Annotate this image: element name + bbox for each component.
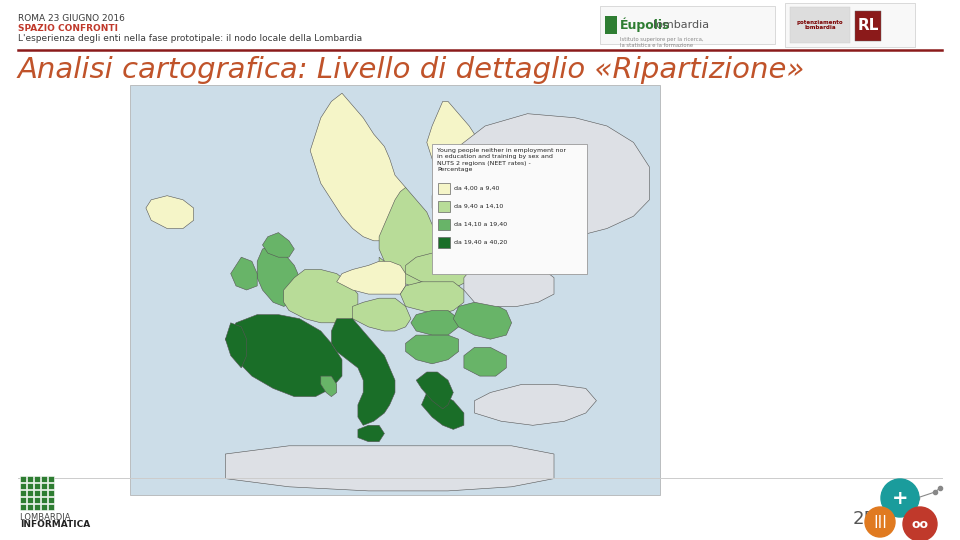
Bar [34,490,40,496]
Polygon shape [331,319,395,426]
Bar [41,497,47,503]
Bar [27,504,33,510]
Bar [432,144,588,274]
Bar [438,237,450,248]
Text: da 19,40 a 40,20: da 19,40 a 40,20 [454,240,507,245]
Bar [48,504,54,510]
Text: ROMA 23 GIUGNO 2016: ROMA 23 GIUGNO 2016 [18,14,125,23]
Polygon shape [406,253,474,286]
Bar [27,483,33,489]
Polygon shape [226,315,342,396]
Circle shape [881,479,919,517]
Text: SPAZIO CONFRONTI: SPAZIO CONFRONTI [18,24,118,33]
Bar [20,483,26,489]
Text: 25: 25 [852,510,876,528]
Polygon shape [474,384,596,426]
Bar [20,490,26,496]
Text: |||: ||| [873,516,887,529]
Bar [41,483,47,489]
Bar [20,497,26,503]
Bar [34,504,40,510]
Polygon shape [411,310,459,335]
Bar [438,219,450,230]
Polygon shape [226,446,554,491]
Bar [785,3,915,47]
Polygon shape [146,195,194,228]
Circle shape [865,507,895,537]
Polygon shape [400,282,464,315]
Text: Istituto superiore per la ricerca,
la statistica e la formazione: Istituto superiore per la ricerca, la st… [620,37,704,48]
Bar [41,504,47,510]
Bar [605,16,617,34]
Circle shape [903,507,937,540]
Polygon shape [352,298,411,331]
Polygon shape [464,233,516,261]
Bar [27,497,33,503]
Bar [130,85,660,495]
Polygon shape [262,233,295,257]
Text: +: + [892,489,908,508]
Bar [41,476,47,482]
Polygon shape [448,114,649,237]
Polygon shape [464,347,506,376]
Bar [34,476,40,482]
Polygon shape [337,261,406,294]
Bar [41,490,47,496]
Bar [20,476,26,482]
Text: Young people neither in employment nor
in education and training by sex and
NUTS: Young people neither in employment nor i… [437,147,566,172]
Bar [48,483,54,489]
Polygon shape [453,302,512,339]
Text: Éupolis: Éupolis [620,18,670,32]
Text: LOMBARDIA: LOMBARDIA [20,513,76,522]
Text: da 14,10 a 19,40: da 14,10 a 19,40 [454,221,507,227]
Text: lombardia: lombardia [653,20,709,30]
Bar [27,490,33,496]
Polygon shape [310,93,417,241]
Polygon shape [438,220,464,241]
Text: da 9,40 a 14,10: da 9,40 a 14,10 [454,204,503,208]
Text: RL: RL [857,18,878,33]
Bar [438,200,450,212]
Bar [600,6,775,44]
Bar [34,497,40,503]
Bar [27,476,33,482]
Polygon shape [257,245,300,306]
Bar [855,11,881,41]
Bar [20,504,26,510]
Bar [790,7,850,43]
Polygon shape [379,187,438,286]
Bar [34,483,40,489]
Polygon shape [417,372,453,409]
Bar [438,183,450,194]
Text: L'esperienza degli enti nella fase prototipale: il nodo locale della Lombardia: L'esperienza degli enti nella fase proto… [18,34,362,43]
Bar [48,490,54,496]
Polygon shape [358,426,384,442]
Polygon shape [464,261,554,306]
Bar [48,476,54,482]
Polygon shape [226,323,247,368]
Text: potenziamento
lombardia: potenziamento lombardia [797,19,843,30]
Text: da 4,00 a 9,40: da 4,00 a 9,40 [454,186,499,191]
Bar [48,497,54,503]
Polygon shape [321,376,337,396]
Text: oo: oo [911,517,928,530]
Polygon shape [284,269,358,323]
Text: INFORMATICA: INFORMATICA [20,520,90,529]
Polygon shape [421,393,464,429]
Polygon shape [406,335,459,364]
Polygon shape [373,257,395,290]
Polygon shape [427,102,485,216]
Polygon shape [230,257,257,290]
Text: Analisi cartografica: Livello di dettaglio «Ripartizione»: Analisi cartografica: Livello di dettagl… [18,56,805,84]
